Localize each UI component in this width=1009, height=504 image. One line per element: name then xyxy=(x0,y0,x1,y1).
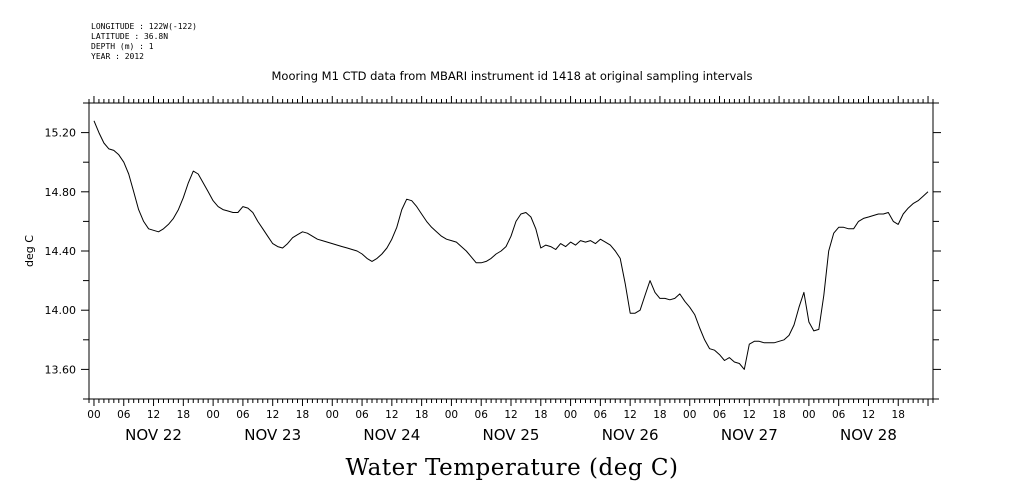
x-hour-tick-label: 12 xyxy=(504,409,517,421)
x-hour-tick-label: 18 xyxy=(772,409,785,421)
x-hour-tick-label: 06 xyxy=(713,409,727,421)
x-hour-tick-label: 00 xyxy=(445,409,458,421)
x-day-label: NOV 26 xyxy=(602,426,659,444)
x-hour-tick-label: 06 xyxy=(236,409,250,421)
x-hour-tick-label: 00 xyxy=(683,409,696,421)
x-hour-tick-label: 12 xyxy=(385,409,398,421)
x-hour-tick-label: 18 xyxy=(415,409,428,421)
chart-title: Mooring M1 CTD data from MBARI instrumen… xyxy=(272,69,753,83)
y-tick-label: 14.00 xyxy=(45,304,77,317)
x-hour-tick-label: 12 xyxy=(623,409,636,421)
x-hour-tick-label: 06 xyxy=(355,409,369,421)
x-day-label: NOV 23 xyxy=(244,426,301,444)
x-hour-tick-label: 06 xyxy=(832,409,846,421)
x-day-label: NOV 25 xyxy=(483,426,540,444)
x-hour-tick-label: 12 xyxy=(862,409,875,421)
x-hour-tick-label: 12 xyxy=(743,409,756,421)
x-hour-tick-label: 12 xyxy=(147,409,160,421)
plot-frame xyxy=(88,102,934,400)
x-day-label: NOV 24 xyxy=(363,426,420,444)
x-hour-tick-label: 00 xyxy=(87,409,100,421)
y-axis-label: deg C xyxy=(23,235,36,267)
x-day-label: NOV 27 xyxy=(721,426,778,444)
y-tick-label: 14.40 xyxy=(45,245,77,258)
x-axis-title: Water Temperature (deg C) xyxy=(346,455,679,481)
x-hour-tick-label: 12 xyxy=(266,409,279,421)
series-group xyxy=(93,120,929,370)
meta-latitude: LATITUDE : 36.8N xyxy=(91,32,168,41)
x-hour-tick-label: 00 xyxy=(564,409,577,421)
x-hour-tick-label: 06 xyxy=(117,409,131,421)
x-hour-tick-label: 18 xyxy=(892,409,905,421)
x-day-label: NOV 28 xyxy=(840,426,897,444)
x-hour-tick-label: 00 xyxy=(326,409,339,421)
x-hour-tick-label: 18 xyxy=(653,409,666,421)
y-tick-label: 15.20 xyxy=(45,127,77,140)
axes-group: 00 06 12 18 00 06 12 18 00 06 12 18 00 06 12 18 00 06 12 18… xyxy=(45,96,941,444)
meta-depth: DEPTH (m) : 1 xyxy=(91,42,154,51)
meta-longitude: LONGITUDE : 122W(-122) xyxy=(91,22,197,31)
meta-year: YEAR : 2012 xyxy=(91,52,144,61)
y-tick-label: 13.60 xyxy=(45,363,77,376)
y-tick-label: 14.80 xyxy=(45,186,77,199)
x-hour-tick-label: 18 xyxy=(534,409,547,421)
x-hour-tick-label: 00 xyxy=(802,409,815,421)
x-hour-tick-label: 00 xyxy=(206,409,219,421)
x-hour-tick-label: 06 xyxy=(594,409,608,421)
x-day-label: NOV 22 xyxy=(125,426,182,444)
x-hour-tick-label: 06 xyxy=(475,409,489,421)
x-hour-tick-label: 18 xyxy=(177,409,190,421)
x-hour-tick-label: 18 xyxy=(296,409,309,421)
series-line-water-temperature xyxy=(93,120,929,370)
